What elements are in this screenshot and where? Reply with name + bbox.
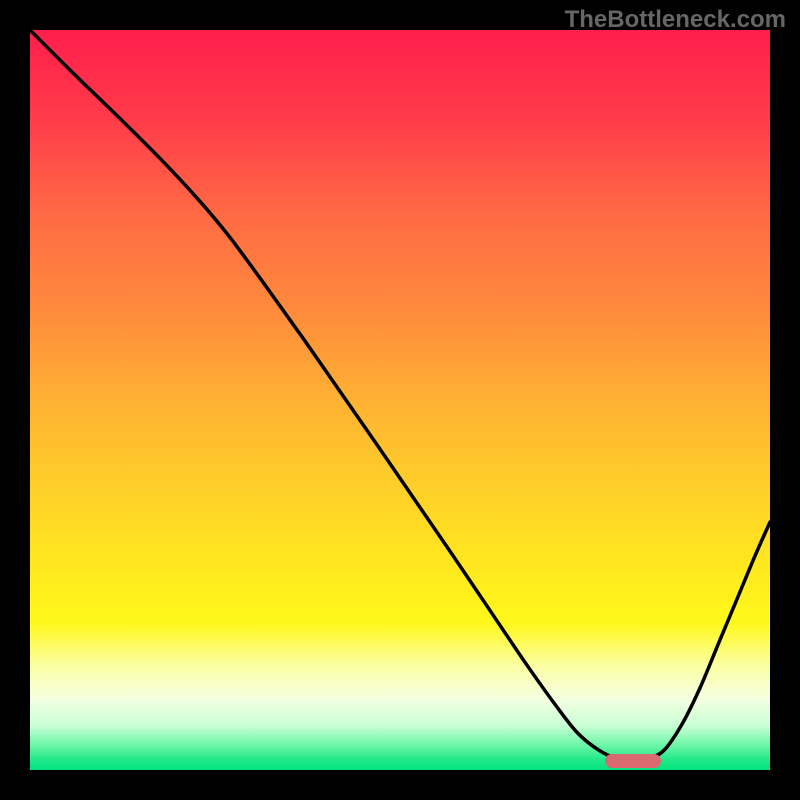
curve-layer [30,30,770,770]
optimal-marker [605,754,661,768]
bottleneck-curve [30,30,770,759]
plot-area [30,30,770,770]
chart-container: TheBottleneck.com [0,0,800,800]
watermark-text: TheBottleneck.com [565,6,786,34]
